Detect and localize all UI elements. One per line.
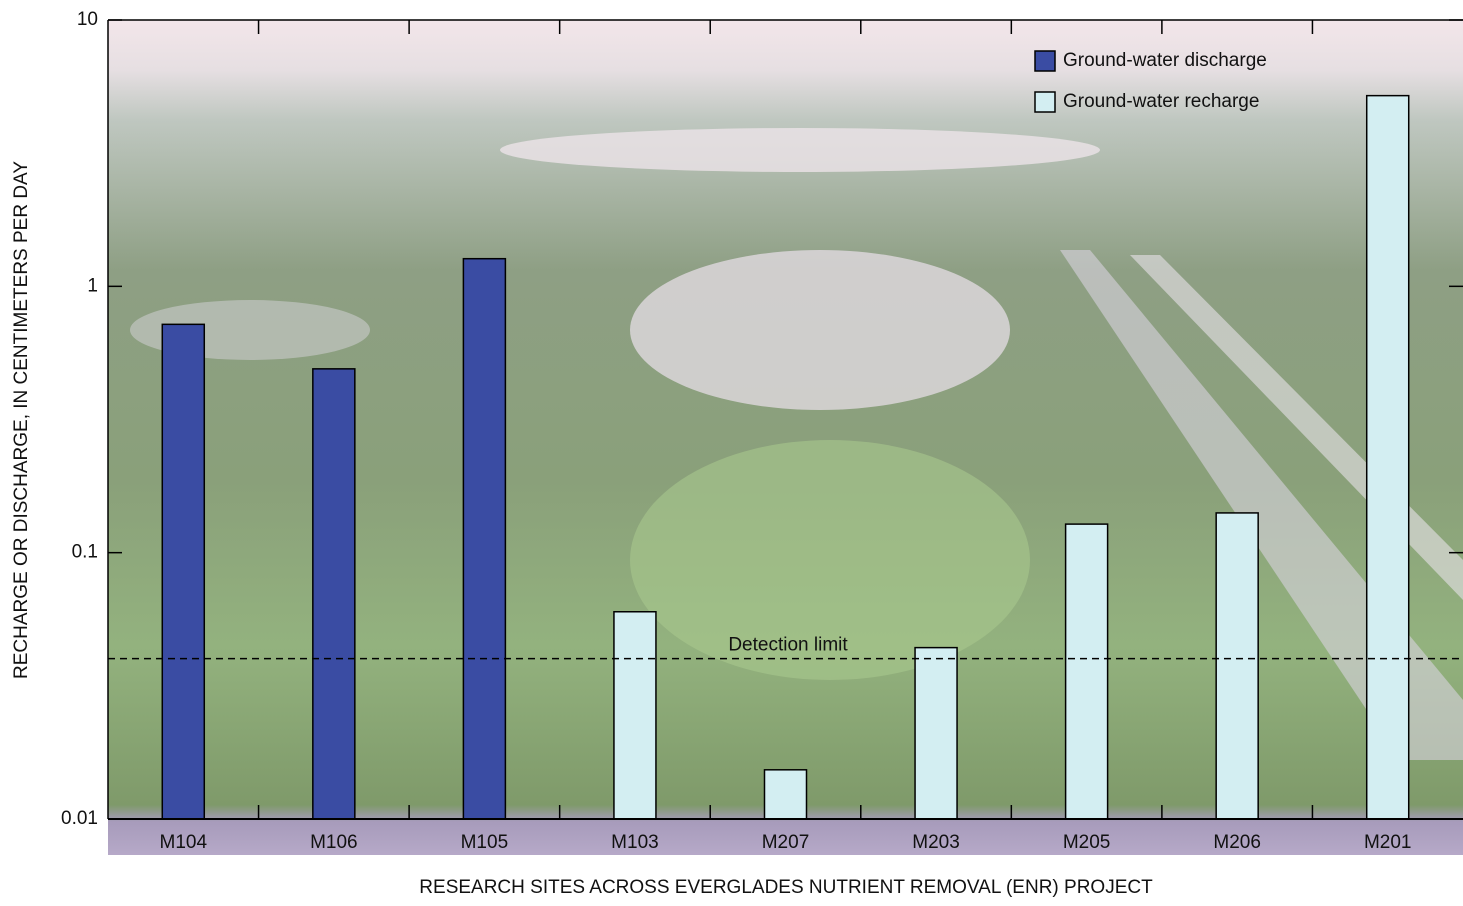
y-tick-label: 0.1 bbox=[72, 542, 98, 563]
legend-swatch bbox=[1034, 50, 1056, 72]
legend-swatch bbox=[1034, 91, 1056, 113]
x-tick-label: M207 bbox=[762, 832, 810, 853]
legend-label: Ground-water recharge bbox=[1063, 91, 1259, 112]
x-tick-label: M105 bbox=[461, 832, 509, 853]
bar bbox=[161, 323, 206, 820]
x-tick-label: M206 bbox=[1213, 832, 1261, 853]
bar bbox=[1365, 94, 1410, 820]
x-tick-label: M106 bbox=[310, 832, 358, 853]
bar bbox=[914, 646, 958, 820]
bar bbox=[1064, 523, 1109, 820]
bar bbox=[613, 611, 657, 820]
x-tick-label: M203 bbox=[912, 832, 960, 853]
x-tick-label: M103 bbox=[611, 832, 659, 853]
bar bbox=[462, 257, 507, 820]
legend-label: Ground-water discharge bbox=[1063, 50, 1267, 71]
bar bbox=[1215, 512, 1259, 820]
y-tick-label: 10 bbox=[77, 9, 98, 30]
bar bbox=[312, 368, 356, 820]
x-tick-label: M205 bbox=[1063, 832, 1111, 853]
detection-limit-label: Detection limit bbox=[728, 635, 848, 656]
bar bbox=[763, 769, 808, 820]
y-axis-label: RECHARGE OR DISCHARGE, IN CENTIMETERS PE… bbox=[11, 161, 32, 679]
y-tick-label: 0.01 bbox=[61, 808, 98, 829]
x-tick-label: M201 bbox=[1364, 832, 1412, 853]
background-photo bbox=[108, 20, 1463, 855]
x-tick-label: M104 bbox=[160, 832, 208, 853]
y-tick-label: 1 bbox=[87, 275, 98, 296]
x-axis-label: RESEARCH SITES ACROSS EVERGLADES NUTRIEN… bbox=[419, 877, 1153, 898]
